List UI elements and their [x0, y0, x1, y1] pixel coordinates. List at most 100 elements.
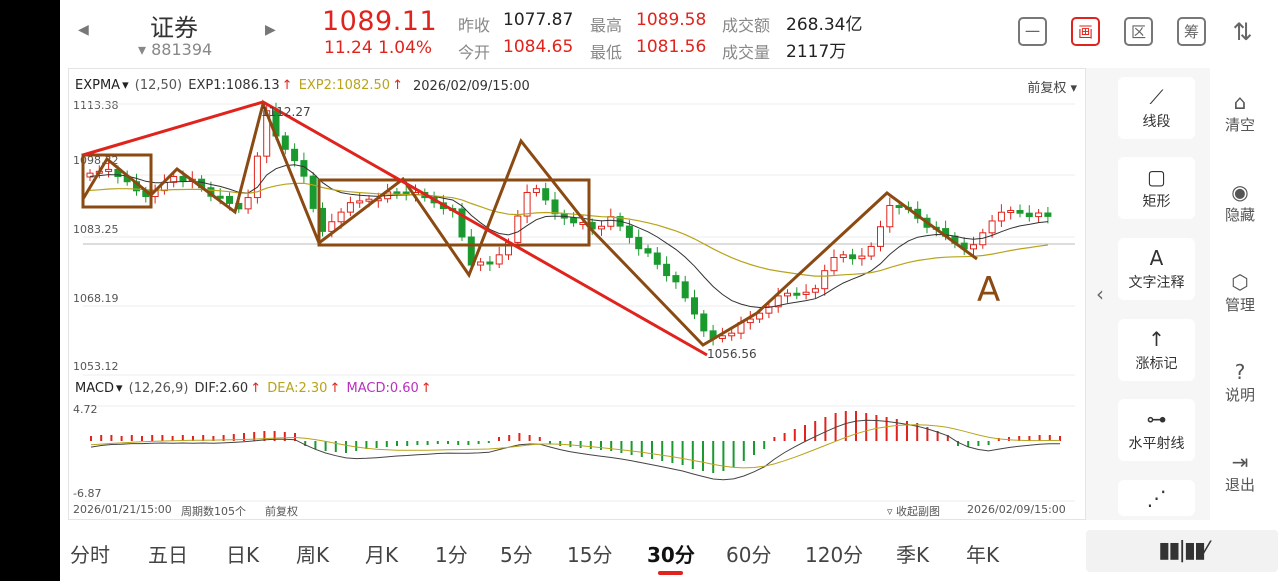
tool-rectangle[interactable]: ▢ 矩形 [1118, 157, 1195, 219]
macd-indicator-select[interactable]: MACD ▾ [75, 381, 123, 396]
security-code-text: 881394 [151, 40, 213, 59]
more-tabs-button[interactable]: ▮▮|▮▮⁄ [1086, 530, 1278, 572]
exit-button[interactable]: ⇥ 退出 [1210, 450, 1270, 495]
drawing-tools-panel: ‹ ⟋ 线段 ▢ 矩形 A 文字注释 ↑ 涨标记 ⊶ 水平射线 ⋰ [1086, 68, 1210, 520]
turnover-value: 268.34亿 [786, 15, 863, 35]
side-label: 退出 [1224, 476, 1255, 494]
tab-120min[interactable]: 120分 [805, 543, 864, 567]
clear-button[interactable]: ⌂ 清空 [1210, 90, 1270, 135]
candle [802, 291, 810, 295]
minimize-button[interactable]: 一 [1018, 17, 1047, 46]
range-button[interactable]: 区 [1124, 17, 1153, 46]
collapse-subchart[interactable]: ▿ 收起副图 [887, 505, 941, 518]
tool-horizontal-ray[interactable]: ⊶ 水平射线 [1118, 399, 1195, 461]
macd-legend: MACD ▾ (12,26,9) DIF:2.60 ↑ DEA:2.30 ↑ MACD… [75, 381, 432, 396]
kline-chart[interactable]: EXPMA ▾ (12,50) EXP1:1086.13 ↑ EXP2:1082.5… [68, 68, 1086, 520]
chips-button[interactable]: 筹 [1177, 17, 1206, 46]
help-icon: ? [1234, 360, 1246, 384]
low-marker: 1056.56 [707, 347, 757, 361]
side-label: 隐藏 [1224, 206, 1255, 224]
tab-30min[interactable]: 30分 [647, 543, 695, 567]
tab-quarterly[interactable]: 季K [896, 543, 930, 567]
tab-yearly[interactable]: 年K [966, 543, 1000, 567]
candle [886, 205, 894, 228]
tab-5min[interactable]: 5分 [500, 543, 533, 567]
side-actions: ⌂ 清空 ◉ 隐藏 ⬡ 管理 ? 说明 ⇥ 退出 [1210, 68, 1278, 520]
candle [170, 176, 178, 183]
expma-indicator-select[interactable]: EXPMA ▾ [75, 78, 129, 93]
prev-security-arrow[interactable]: ◀ [78, 22, 89, 38]
security-code[interactable]: ▾ 881394 [138, 40, 213, 59]
grid [83, 103, 1075, 502]
tool-segment[interactable]: ⟋ 线段 [1118, 77, 1195, 139]
candle [1025, 212, 1033, 218]
high-value: 1089.58 [636, 10, 707, 30]
quote-header: ◀ 证券 ▾ 881394 ▶ 1089.11 11.24 1.04% 昨收 1… [60, 0, 1278, 68]
manage-button[interactable]: ⬡ 管理 [1210, 270, 1270, 315]
candle [839, 254, 847, 258]
candle [653, 252, 661, 265]
candle [988, 220, 996, 234]
candle [681, 281, 689, 299]
candle [672, 275, 680, 283]
tab-15min[interactable]: 15分 [567, 543, 613, 567]
y-label-4: 1068.19 [73, 292, 119, 305]
candle [830, 257, 838, 272]
tab-monthly[interactable]: 月K [365, 543, 399, 567]
help-button[interactable]: ? 说明 [1210, 360, 1270, 405]
candle [598, 225, 605, 230]
candle [365, 198, 373, 202]
drawn-rect-1 [81, 153, 153, 209]
tab-weekly[interactable]: 周K [296, 543, 330, 567]
open-label: 今开 [458, 43, 491, 62]
tab-1min[interactable]: 1分 [435, 543, 468, 567]
tool-up-mark[interactable]: ↑ 涨标记 [1118, 319, 1195, 381]
candle [895, 205, 903, 208]
exit-icon: ⇥ [1231, 450, 1249, 474]
candle [523, 191, 531, 217]
candle [997, 211, 1005, 222]
active-tab-indicator [658, 571, 683, 575]
candle [728, 332, 736, 337]
tab-daily[interactable]: 日K [226, 543, 260, 567]
expma-params: (12,50) [134, 78, 183, 93]
manage-icon: ⬡ [1231, 270, 1249, 294]
adjust-select[interactable]: 前复权 ▾ [1027, 81, 1077, 96]
collapse-panel-icon[interactable]: ‹ [1096, 282, 1104, 306]
tool-label: 文字注释 [1128, 275, 1185, 291]
macd-top-label: 4.72 [73, 403, 98, 416]
candle [718, 335, 726, 339]
rectangle-icon: ▢ [1147, 165, 1166, 189]
side-label: 说明 [1224, 386, 1255, 404]
candle [244, 197, 252, 210]
candle [607, 216, 615, 227]
cursor-datetime: 2026/02/09/15:00 [413, 79, 530, 94]
tool-more[interactable]: ⋰ [1118, 480, 1195, 516]
candle [756, 312, 764, 320]
candle [811, 288, 819, 293]
rotate-screen-icon[interactable]: ⇅ [1232, 17, 1253, 46]
candle [86, 172, 94, 178]
tab-60min[interactable]: 60分 [726, 543, 772, 567]
turnover-label: 成交额 [722, 16, 771, 35]
candles [86, 102, 1052, 346]
expma-legend: EXPMA ▾ (12,50) EXP1:1086.13 ↑ EXP2:1082.5… [75, 78, 403, 93]
candle [858, 255, 866, 260]
candle [337, 211, 345, 223]
open-value: 1084.65 [503, 37, 574, 57]
draw-button[interactable]: 画 [1071, 17, 1100, 46]
tab-five-day[interactable]: 五日 [148, 543, 188, 567]
candle [774, 295, 782, 308]
tool-text-note[interactable]: A 文字注释 [1118, 238, 1195, 300]
candle [746, 318, 754, 324]
y-label-3: 1083.25 [73, 223, 119, 236]
drawn-rect-2 [317, 178, 591, 247]
candle [877, 226, 884, 247]
candle [570, 217, 578, 224]
candle [346, 202, 354, 213]
next-security-arrow[interactable]: ▶ [265, 22, 276, 38]
period-count: 周期数105个 [181, 505, 246, 518]
tab-intraday[interactable]: 分时 [70, 543, 110, 567]
text-annotation-a: A [977, 270, 1000, 310]
hide-button[interactable]: ◉ 隐藏 [1210, 180, 1270, 225]
